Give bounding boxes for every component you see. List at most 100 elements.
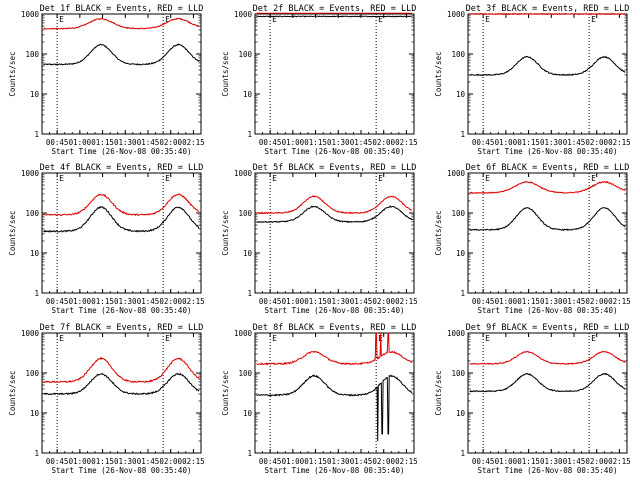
eclipse-marker-label: E	[378, 15, 383, 24]
series-line-events	[256, 15, 413, 18]
x-tick-label: 02:15	[608, 138, 631, 147]
chart-panel-6: Det 6f BLACK = Events, RED = LLD 00:45 01:…	[434, 163, 631, 315]
x-tick-label: 01:30	[114, 138, 137, 147]
x-tick-label: 00:45	[259, 138, 282, 147]
eclipse-marker-label: E	[272, 334, 277, 343]
x-tick-label: 00:45	[259, 457, 282, 466]
y-axis-label: Counts/sec	[8, 210, 17, 255]
y-tick-label: 10	[243, 90, 253, 99]
y-axis-label: Counts/sec	[221, 51, 230, 96]
y-tick-label: 1000	[21, 329, 40, 338]
x-tick-label: 01:30	[327, 457, 350, 466]
y-tick-label: 1000	[447, 10, 466, 19]
y-tick-label: 1	[247, 130, 252, 139]
eclipse-marker-label: E	[165, 15, 170, 24]
eclipse-marker-label: E	[59, 15, 64, 24]
x-tick-label: 02:00	[159, 297, 182, 306]
x-tick-label: 02:00	[585, 138, 608, 147]
plot-frame	[467, 13, 628, 135]
x-tick-label: 01:30	[327, 138, 350, 147]
x-tick-label: 02:00	[372, 138, 395, 147]
x-tick-label: 01:00	[282, 297, 305, 306]
x-axis-label: Start Time (26-Nov-08 00:35:40)	[265, 306, 405, 315]
x-tick-label: 01:00	[69, 457, 92, 466]
eclipse-marker-label: E	[272, 174, 277, 183]
plot-frame	[41, 172, 202, 294]
y-tick-label: 1000	[21, 169, 40, 178]
plot-frame	[41, 332, 202, 454]
x-tick-label: 01:30	[327, 297, 350, 306]
x-axis-label: Start Time (26-Nov-08 00:35:40)	[478, 466, 618, 475]
series-line-lld	[43, 356, 200, 384]
x-tick-label: 02:00	[585, 457, 608, 466]
x-axis-label: Start Time (26-Nov-08 00:35:40)	[265, 147, 405, 156]
x-tick-label: 01:15	[304, 297, 327, 306]
series-line-events	[469, 207, 626, 232]
plot-frame	[467, 172, 628, 294]
x-tick-label: 01:45	[350, 297, 373, 306]
x-tick-label: 00:45	[472, 138, 495, 147]
x-axis-label: Start Time (26-Nov-08 00:35:40)	[52, 466, 192, 475]
y-tick-label: 1	[460, 130, 465, 139]
y-tick-label: 100	[25, 50, 39, 59]
x-tick-label: 01:00	[495, 138, 518, 147]
y-tick-label: 10	[456, 249, 466, 258]
series-line-events	[256, 205, 413, 224]
x-tick-label: 01:30	[114, 457, 137, 466]
series-line-events	[469, 55, 626, 77]
x-tick-label: 01:45	[137, 297, 160, 306]
x-tick-label: 00:45	[472, 297, 495, 306]
eclipse-marker-label: E	[165, 334, 170, 343]
x-tick-label: 01:00	[282, 138, 305, 147]
eclipse-marker-label: E	[59, 174, 64, 183]
x-tick-label: 00:45	[46, 297, 69, 306]
x-tick-label: 01:15	[304, 457, 327, 466]
plot-frame	[254, 13, 415, 135]
chart-title: Det 4f BLACK = Events, RED = LLD	[40, 163, 204, 173]
y-tick-label: 1	[34, 449, 39, 458]
x-tick-label: 00:45	[472, 457, 495, 466]
y-tick-label: 10	[30, 409, 40, 418]
plot-frame	[41, 13, 202, 135]
x-tick-label: 02:15	[395, 138, 418, 147]
plot-frame	[467, 332, 628, 454]
y-tick-label: 100	[25, 209, 39, 218]
y-tick-label: 1	[34, 289, 39, 298]
series-line-lld	[469, 350, 626, 366]
x-tick-label: 01:15	[91, 138, 114, 147]
x-tick-label: 02:15	[182, 457, 205, 466]
y-axis-label: Counts/sec	[8, 370, 17, 415]
chart-title: Det 6f BLACK = Events, RED = LLD	[466, 163, 630, 173]
chart-title: Det 8f BLACK = Events, RED = LLD	[253, 323, 417, 333]
y-axis-label: Counts/sec	[434, 210, 443, 255]
y-tick-label: 1000	[234, 10, 253, 19]
y-tick-label: 100	[238, 50, 252, 59]
y-tick-label: 1	[460, 289, 465, 298]
series-line-events	[43, 43, 200, 66]
eclipse-marker-label: E	[591, 334, 596, 343]
x-tick-label: 01:45	[563, 297, 586, 306]
chart-title: Det 1f BLACK = Events, RED = LLD	[40, 4, 204, 14]
chart-title: Det 5f BLACK = Events, RED = LLD	[253, 163, 417, 173]
y-axis-label: Counts/sec	[8, 51, 17, 96]
y-tick-label: 10	[456, 90, 466, 99]
y-tick-label: 1	[247, 289, 252, 298]
chart-panel-8: Det 8f BLACK = Events, RED = LLD 00:45 01:…	[221, 323, 418, 475]
y-tick-label: 1000	[21, 10, 40, 19]
eclipse-marker-label: E	[378, 174, 383, 183]
x-tick-label: 01:15	[304, 138, 327, 147]
x-tick-label: 01:00	[69, 138, 92, 147]
y-tick-label: 1	[247, 449, 252, 458]
y-axis-label: Counts/sec	[434, 370, 443, 415]
series-line-events	[43, 205, 200, 233]
y-tick-label: 10	[243, 249, 253, 258]
y-tick-label: 1000	[234, 329, 253, 338]
x-tick-label: 01:30	[540, 457, 563, 466]
x-tick-label: 01:15	[91, 297, 114, 306]
x-tick-label: 01:45	[563, 457, 586, 466]
x-tick-label: 01:45	[350, 138, 373, 147]
